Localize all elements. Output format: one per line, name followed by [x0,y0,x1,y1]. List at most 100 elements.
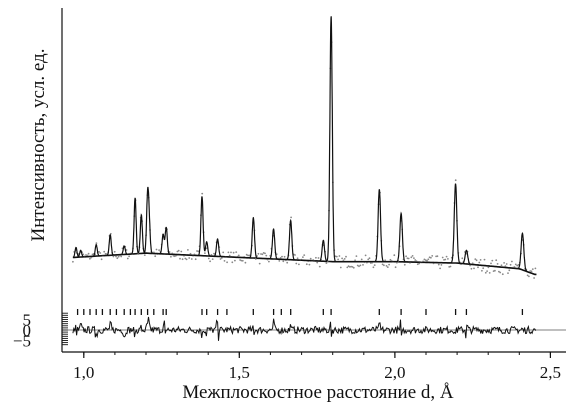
observed-point [394,266,397,269]
observed-point [498,270,500,273]
observed-point [416,263,419,266]
calculated-profile [72,16,537,275]
observed-point [89,257,91,260]
observed-point [386,266,389,268]
observed-point [454,179,457,182]
observed-point [381,263,384,266]
observed-point [100,258,103,261]
observed-point [500,264,503,267]
observed-point [490,262,492,265]
observed-point [440,264,443,266]
observed-point [411,255,414,257]
observed-point [482,267,485,270]
observed-point [181,258,184,261]
observed-point [407,257,410,260]
observed-point [154,255,157,258]
observed-point [410,256,413,259]
observed-point [240,259,243,262]
observed-point [469,264,471,267]
calculated-profile-layer [72,16,537,275]
observed-point [335,255,338,258]
observed-point [98,250,100,253]
observed-point [283,255,286,258]
observed-point [90,256,93,259]
observed-point [219,258,222,260]
observed-point [531,268,534,270]
observed-point [360,258,363,261]
observed-point [95,242,98,245]
observed-point [478,261,481,264]
observed-point [358,265,360,268]
observed-point [413,257,415,259]
observed-point [227,251,230,254]
observed-point [362,264,364,266]
observed-point [179,257,181,260]
observed-point [254,258,257,260]
observed-point [368,257,371,260]
observed-point [112,255,115,258]
observed-point [483,258,486,261]
background-curve [72,252,537,276]
x-ticks: 1,0 1,5 2,0 2,5 [73,352,561,382]
observed-point [103,250,106,253]
observed-point [115,255,117,258]
background-curve-layer [72,252,537,276]
observed-point [318,265,321,268]
observed-point [261,253,264,256]
observed-point [516,264,519,267]
diff-tick-label: 0 [23,321,32,340]
observed-point [188,257,191,259]
observed-point [481,269,483,272]
observed-point [477,266,479,269]
observed-point [294,254,296,256]
observed-point [475,259,478,262]
observed-point [383,264,385,267]
observed-point [359,264,362,267]
observed-point [491,259,494,262]
observed-point [325,262,328,264]
observed-point [86,254,89,257]
observed-point [352,266,355,269]
observed-point [393,254,396,257]
observed-point [177,249,180,252]
observed-point [264,252,266,255]
observed-point [503,262,505,264]
observed-point [364,254,367,257]
observed-point [247,254,249,257]
observed-point [176,250,179,253]
observed-point [373,264,376,266]
observed-point [367,258,370,261]
observed-point [471,262,474,265]
observed-point [427,258,430,261]
observed-point [201,192,204,195]
observed-point [316,261,319,264]
observed-point [72,260,74,263]
observed-point [426,259,428,262]
observed-point [190,258,193,260]
observed-point [517,263,520,266]
x-tick-label: 2,5 [540,363,561,382]
observed-point [437,263,440,266]
observed-point [384,259,387,262]
observed-point [511,260,513,263]
diff-tick-label: −5 [13,332,31,351]
observed-point [143,254,146,256]
observed-point [282,260,285,263]
observed-point [509,263,512,266]
observed-point [187,249,189,251]
observed-point [245,253,248,256]
observed-point [388,263,390,266]
observed-point [354,259,356,262]
observed-point [309,257,312,260]
observed-point [345,255,347,258]
observed-point [235,251,238,254]
observed-point [184,257,187,260]
observed-point [260,253,262,255]
observed-point [126,257,129,260]
x-tick-label: 1,5 [229,363,250,382]
observed-point [128,255,131,258]
observed-point [117,255,120,258]
difference-curve [72,316,537,341]
observed-point [234,259,236,262]
